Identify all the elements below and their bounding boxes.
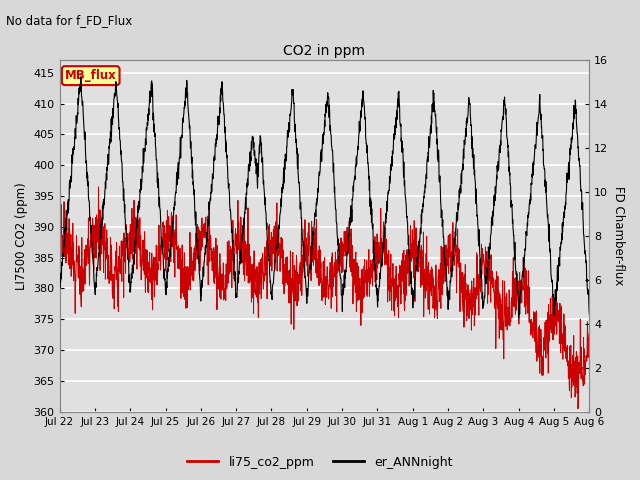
Y-axis label: LI7500 CO2 (ppm): LI7500 CO2 (ppm) [15, 182, 28, 290]
Text: No data for f_FD_Flux: No data for f_FD_Flux [6, 14, 132, 27]
Text: MB_flux: MB_flux [65, 69, 116, 82]
Legend: li75_co2_ppm, er_ANNnight: li75_co2_ppm, er_ANNnight [182, 451, 458, 474]
Title: CO2 in ppm: CO2 in ppm [284, 44, 365, 58]
Y-axis label: FD Chamber-flux: FD Chamber-flux [612, 186, 625, 286]
